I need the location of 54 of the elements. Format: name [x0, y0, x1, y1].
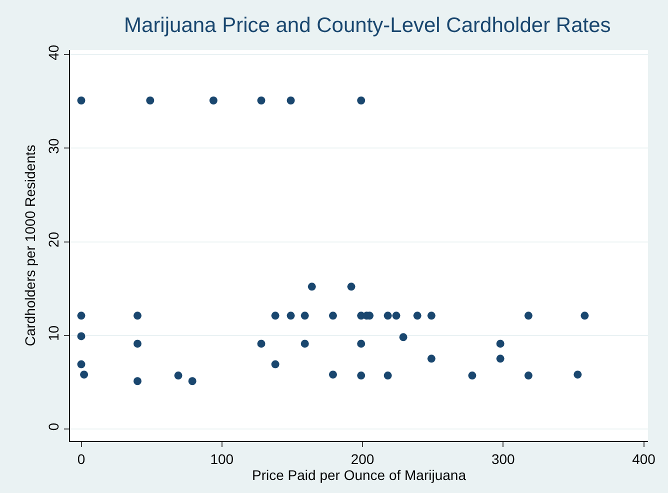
point [468, 372, 476, 380]
point [357, 372, 366, 380]
point [496, 340, 504, 348]
y-tick-label: 40 [45, 44, 62, 60]
y-axis-title: Cardholders per 1000 Residents [22, 144, 38, 346]
chart-title: Marijuana Price and County-Level Cardholder Rates [124, 14, 611, 37]
point [286, 312, 295, 320]
x-tick-label: 100 [210, 450, 234, 467]
point [188, 377, 196, 386]
point [300, 312, 309, 320]
point [347, 282, 356, 291]
point [524, 372, 532, 380]
x-tick-label: 400 [632, 450, 656, 467]
point [308, 282, 316, 291]
point [496, 354, 504, 363]
point [257, 340, 266, 348]
x-tick-label: 200 [350, 450, 374, 467]
point [357, 340, 366, 348]
y-tick-label: 10 [45, 325, 62, 341]
x-tick-label: 0 [77, 450, 86, 467]
point [146, 96, 154, 105]
point [271, 360, 280, 368]
point [399, 333, 408, 342]
point [134, 377, 142, 386]
point [134, 312, 142, 320]
point [328, 370, 337, 379]
point [174, 372, 182, 380]
point [357, 96, 366, 105]
point [80, 370, 88, 379]
point [524, 312, 532, 320]
point [384, 312, 392, 320]
x-tick-label: 300 [491, 450, 516, 467]
point [427, 312, 436, 320]
point [384, 372, 392, 380]
point [77, 360, 86, 368]
point [427, 354, 436, 363]
point [77, 312, 86, 320]
point [300, 340, 309, 348]
point [286, 96, 295, 105]
x-axis-title: Price Paid per Ounce of Marijuana [252, 467, 466, 484]
point [413, 312, 422, 320]
point [392, 312, 400, 320]
point [574, 370, 582, 379]
point [134, 340, 142, 348]
point [77, 332, 86, 340]
point [257, 96, 266, 105]
point [271, 312, 280, 320]
y-tick-label: 30 [45, 138, 62, 154]
point [328, 312, 337, 320]
point [209, 96, 218, 105]
y-tick-label: 0 [45, 422, 62, 431]
point [77, 96, 86, 105]
point [580, 312, 589, 320]
y-tick-label: 20 [45, 232, 62, 248]
